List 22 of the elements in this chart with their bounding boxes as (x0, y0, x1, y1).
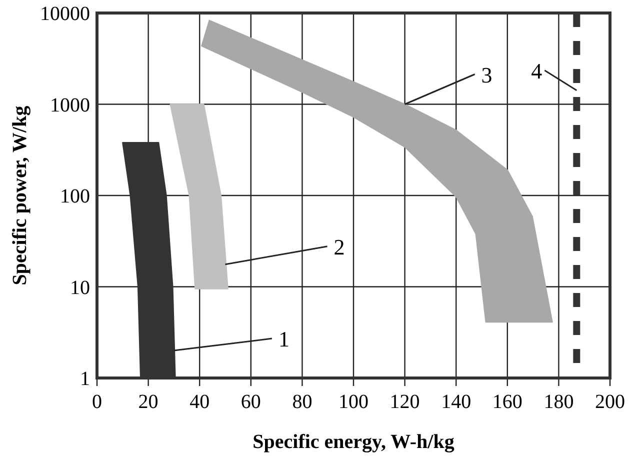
annotation: 4 (531, 58, 542, 84)
x-tick-label: 200 (595, 391, 625, 413)
x-tick-label: 80 (292, 391, 312, 413)
y-tick-label: 100 (60, 186, 90, 208)
y-tick-label: 1 (80, 368, 90, 390)
x-tick-label: 140 (441, 391, 472, 413)
x-tick-label: 160 (492, 391, 522, 413)
annotation: 1 (278, 326, 290, 352)
x-tick-label: 60 (240, 391, 261, 413)
x-tick-label: 180 (544, 391, 574, 413)
x-tick-label: 100 (338, 391, 368, 413)
x-tick-label: 40 (190, 391, 210, 413)
x-tick-label: 0 (92, 391, 102, 413)
x-tick-label: 20 (138, 391, 158, 413)
annotation: 2 (334, 234, 345, 260)
annotation: 3 (481, 62, 492, 88)
y-tick-label: 10000 (40, 3, 90, 25)
y-axis-title: Specific power, W/kg (9, 106, 31, 286)
x-axis-title: Specific energy, W-h/kg (252, 431, 454, 453)
x-tick-label: 120 (390, 391, 420, 413)
y-tick-label: 1000 (50, 94, 90, 116)
y-tick-label: 10 (70, 276, 90, 299)
